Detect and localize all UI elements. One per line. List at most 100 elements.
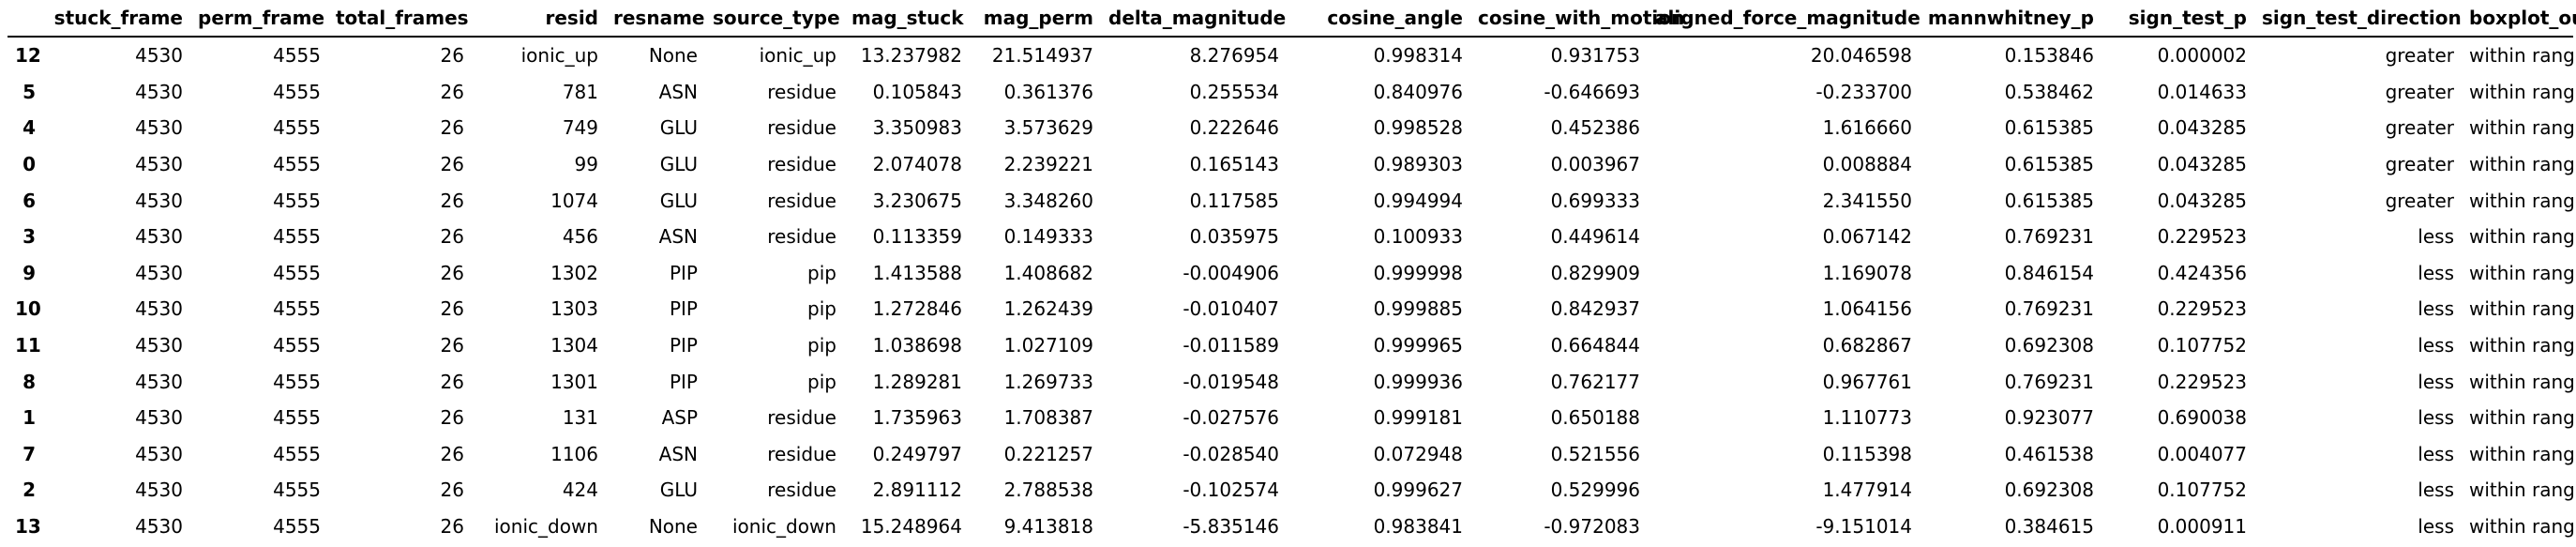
row-index: 7 <box>23 442 36 465</box>
cell-stuck-frame: 4530 <box>135 406 183 430</box>
cell-delta-magnitude: -0.102574 <box>1183 479 1279 502</box>
cell-mag-stuck: 0.105843 <box>872 80 962 103</box>
cell-source-type: residue <box>767 80 836 103</box>
column-header-boxplot-outlier: boxplot_outlier <box>2462 2 2576 38</box>
column-header-cosine-angle: cosine_angle <box>1287 2 1470 38</box>
table-body: 12 4530 4555 26 ionic_up None ionic_up 13.23798… <box>8 37 2576 544</box>
cell-total-frames: 26 <box>440 370 464 393</box>
cell-delta-magnitude: 8.276954 <box>1189 44 1279 68</box>
cell-delta-magnitude: -5.835146 <box>1183 515 1279 539</box>
cell-perm-frame: 4555 <box>273 261 321 284</box>
cell-cosine-with-motion: 0.842937 <box>1550 297 1640 321</box>
row-index: 10 <box>15 297 41 321</box>
cell-source-type: residue <box>767 116 836 140</box>
cell-aligned-force-magnitude: -9.151014 <box>1815 515 1912 539</box>
cell-mag-perm: 1.708387 <box>1003 406 1093 430</box>
cell-mannwhitney-p: 0.461538 <box>2004 442 2094 465</box>
cell-mannwhitney-p: 0.769231 <box>2004 370 2094 393</box>
column-header-total-frames: total_frames <box>328 2 472 38</box>
cell-delta-magnitude: 0.117585 <box>1189 189 1279 212</box>
cell-cosine-angle: 0.100933 <box>1373 225 1463 249</box>
cell-perm-frame: 4555 <box>273 515 321 539</box>
cell-cosine-with-motion: 0.529996 <box>1550 479 1640 502</box>
cell-sign-test-p: 0.043285 <box>2157 153 2247 176</box>
cell-source-type: residue <box>767 153 836 176</box>
cell-stuck-frame: 4530 <box>135 479 183 502</box>
cell-perm-frame: 4555 <box>273 370 321 393</box>
cell-cosine-with-motion: 0.931753 <box>1550 44 1640 68</box>
cell-total-frames: 26 <box>440 442 464 465</box>
cell-sign-test-direction: greater <box>2385 153 2454 176</box>
cell-resid: 99 <box>574 153 598 176</box>
cell-stuck-frame: 4530 <box>135 515 183 539</box>
cell-mag-stuck: 15.248964 <box>860 515 962 539</box>
cell-source-type: residue <box>767 442 836 465</box>
cell-aligned-force-magnitude: -0.233700 <box>1815 80 1912 103</box>
cell-cosine-angle: 0.983841 <box>1373 515 1463 539</box>
cell-mannwhitney-p: 0.769231 <box>2004 297 2094 321</box>
cell-mag-stuck: 3.230675 <box>872 189 962 212</box>
cell-resid: 1074 <box>550 189 598 212</box>
cell-delta-magnitude: -0.010407 <box>1183 297 1279 321</box>
cell-delta-magnitude: 0.222646 <box>1189 116 1279 140</box>
table-row: 0 4530 4555 26 99 GLU residue 2.074078 2.239221 0… <box>8 146 2576 183</box>
cell-mannwhitney-p: 0.692308 <box>2004 479 2094 502</box>
cell-stuck-frame: 4530 <box>135 225 183 249</box>
cell-source-type: residue <box>767 189 836 212</box>
table-row: 8 4530 4555 26 1301 PIP pip 1.289281 1.269733 -0.… <box>8 363 2576 400</box>
cell-resname: PIP <box>669 261 698 284</box>
cell-delta-magnitude: -0.028540 <box>1183 442 1279 465</box>
cell-resid: ionic_down <box>494 515 598 539</box>
cell-cosine-with-motion: 0.452386 <box>1550 116 1640 140</box>
cell-perm-frame: 4555 <box>273 44 321 68</box>
cell-boxplot-outlier: within range <box>2469 479 2576 502</box>
row-index: 12 <box>15 44 41 68</box>
cell-mannwhitney-p: 0.769231 <box>2004 225 2094 249</box>
row-index: 2 <box>23 479 36 502</box>
cell-resid: 749 <box>562 116 598 140</box>
cell-delta-magnitude: 0.035975 <box>1189 225 1279 249</box>
cell-mannwhitney-p: 0.538462 <box>2004 80 2094 103</box>
cell-resid: 424 <box>562 479 598 502</box>
cell-mag-stuck: 3.350983 <box>872 116 962 140</box>
cell-perm-frame: 4555 <box>273 297 321 321</box>
column-header-mag-perm: mag_perm <box>970 2 1101 38</box>
cell-resid: 1106 <box>550 442 598 465</box>
cell-sign-test-direction: greater <box>2385 80 2454 103</box>
cell-mag-perm: 1.408682 <box>1003 261 1093 284</box>
cell-cosine-angle: 0.999627 <box>1373 479 1463 502</box>
cell-mannwhitney-p: 0.923077 <box>2004 406 2094 430</box>
cell-resname: GLU <box>659 189 698 212</box>
cell-mag-stuck: 1.289281 <box>872 370 962 393</box>
cell-resname: ASN <box>658 225 698 249</box>
index-column-header <box>8 2 43 38</box>
cell-cosine-angle: 0.999885 <box>1373 297 1463 321</box>
cell-aligned-force-magnitude: 0.008884 <box>1822 153 1912 176</box>
row-index: 13 <box>15 515 41 539</box>
cell-resid: 1301 <box>550 370 598 393</box>
table-row: 2 4530 4555 26 424 GLU residue 2.891112 2.788538… <box>8 472 2576 509</box>
cell-mag-perm: 1.269733 <box>1003 370 1093 393</box>
cell-stuck-frame: 4530 <box>135 189 183 212</box>
cell-perm-frame: 4555 <box>273 153 321 176</box>
cell-perm-frame: 4555 <box>273 334 321 357</box>
row-index: 5 <box>23 80 36 103</box>
cell-stuck-frame: 4530 <box>135 442 183 465</box>
cell-sign-test-direction: less <box>2418 334 2454 357</box>
cell-mannwhitney-p: 0.153846 <box>2004 44 2094 68</box>
cell-cosine-with-motion: 0.650188 <box>1550 406 1640 430</box>
cell-aligned-force-magnitude: 1.616660 <box>1822 116 1912 140</box>
column-header-stuck-frame: stuck_frame <box>43 2 190 38</box>
column-header-perm-frame: perm_frame <box>190 2 328 38</box>
cell-sign-test-p: 0.004077 <box>2157 442 2247 465</box>
table-row: 7 4530 4555 26 1106 ASN residue 0.249797 0.22125… <box>8 436 2576 473</box>
cell-delta-magnitude: 0.165143 <box>1189 153 1279 176</box>
cell-total-frames: 26 <box>440 153 464 176</box>
cell-cosine-angle: 0.072948 <box>1373 442 1463 465</box>
cell-cosine-with-motion: 0.664844 <box>1550 334 1640 357</box>
cell-sign-test-direction: less <box>2418 515 2454 539</box>
cell-mag-perm: 0.361376 <box>1003 80 1093 103</box>
cell-source-type: residue <box>767 479 836 502</box>
column-header-source-type: source_type <box>705 2 844 38</box>
cell-sign-test-p: 0.000002 <box>2157 44 2247 68</box>
